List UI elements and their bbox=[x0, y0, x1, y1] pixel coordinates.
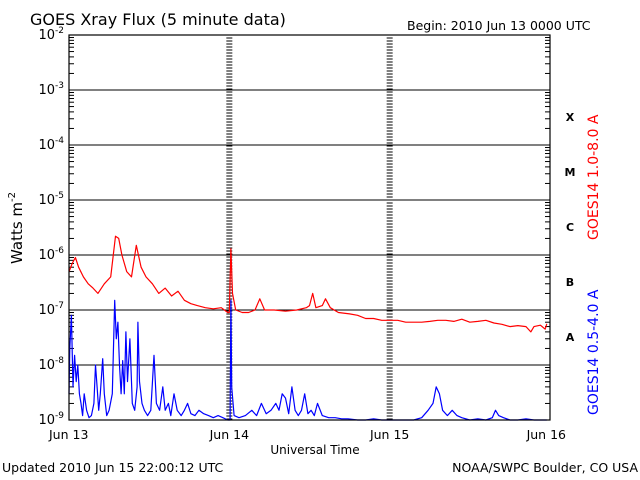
y-tick-exp: -4 bbox=[55, 136, 64, 146]
x-tick-label: Jun 16 bbox=[526, 427, 566, 442]
updated-timestamp: Updated 2010 Jun 15 22:00:12 UTC bbox=[2, 460, 224, 475]
plot-frame bbox=[68, 34, 551, 421]
y-tick-base: 10 bbox=[38, 193, 55, 208]
flare-class-x: X bbox=[566, 111, 575, 124]
x-axis-ticks: Jun 13 Jun 14 Jun 15 Jun 16 bbox=[48, 427, 566, 442]
y-tick-base: 10 bbox=[38, 138, 55, 153]
y-tick-label: 10-3 bbox=[38, 81, 64, 98]
y-tick-base: 10 bbox=[38, 83, 55, 98]
y-tick-label: 10-9 bbox=[38, 411, 64, 428]
x-tick-label: Jun 15 bbox=[369, 427, 409, 442]
y-tick-label: 10-8 bbox=[38, 356, 64, 373]
y-tick-exp: -6 bbox=[55, 246, 64, 256]
y-tick-exp: -5 bbox=[55, 191, 64, 201]
y-tick-label: 10-4 bbox=[38, 136, 64, 153]
y-tick-exp: -2 bbox=[55, 26, 64, 36]
y-tick-base: 10 bbox=[38, 28, 55, 43]
flare-class-m: M bbox=[565, 166, 576, 179]
y-tick-base: 10 bbox=[38, 413, 55, 428]
credit-text: NOAA/SWPC Boulder, CO USA bbox=[452, 460, 638, 475]
y-tick-base: 10 bbox=[38, 358, 55, 373]
y-tick-exp: -3 bbox=[55, 81, 64, 91]
chart-title: GOES Xray Flux (5 minute data) bbox=[30, 10, 286, 29]
legend-entry-blue: GOES14 0.5-4.0 A bbox=[586, 289, 602, 415]
y-tick-base: 10 bbox=[38, 248, 55, 263]
y-tick-exp: -8 bbox=[55, 356, 64, 366]
y-axis-label-main: Watts m bbox=[8, 202, 26, 264]
y-tick-label: 10-5 bbox=[38, 191, 64, 208]
grid bbox=[69, 34, 550, 421]
x-axis-label: Universal Time bbox=[270, 443, 359, 457]
y-tick-label: 10-6 bbox=[38, 246, 64, 263]
y-tick-exp: -7 bbox=[55, 301, 64, 311]
x-tick-label: Jun 13 bbox=[48, 427, 88, 442]
y-tick-exp: -9 bbox=[55, 411, 64, 421]
legend-entry-red: GOES14 1.0-8.0 A bbox=[586, 114, 602, 240]
series-lines bbox=[68, 235, 548, 421]
y-axis-label: Watts m-2 bbox=[7, 192, 26, 264]
y-tick-base: 10 bbox=[38, 303, 55, 318]
y-axis-label-text: Watts m-2 bbox=[7, 192, 26, 264]
flare-class-a: A bbox=[566, 331, 575, 344]
begin-label: Begin: 2010 Jun 13 0000 UTC bbox=[407, 18, 591, 33]
y-axis-ticks: 10-910-810-710-610-510-410-310-2 bbox=[38, 26, 550, 428]
flare-class-labels: A B C M X bbox=[565, 111, 576, 344]
y-tick-label: 10-7 bbox=[38, 301, 64, 318]
y-tick-label: 10-2 bbox=[38, 26, 64, 43]
flare-class-c: C bbox=[566, 221, 574, 234]
series-line-short bbox=[68, 299, 547, 421]
legend: GOES14 1.0-8.0 A GOES14 0.5-4.0 A bbox=[586, 114, 602, 415]
series-line-long bbox=[68, 235, 548, 333]
y-axis-label-sup: -2 bbox=[7, 192, 18, 202]
x-tick-label: Jun 14 bbox=[209, 427, 249, 442]
flare-class-b: B bbox=[566, 276, 574, 289]
